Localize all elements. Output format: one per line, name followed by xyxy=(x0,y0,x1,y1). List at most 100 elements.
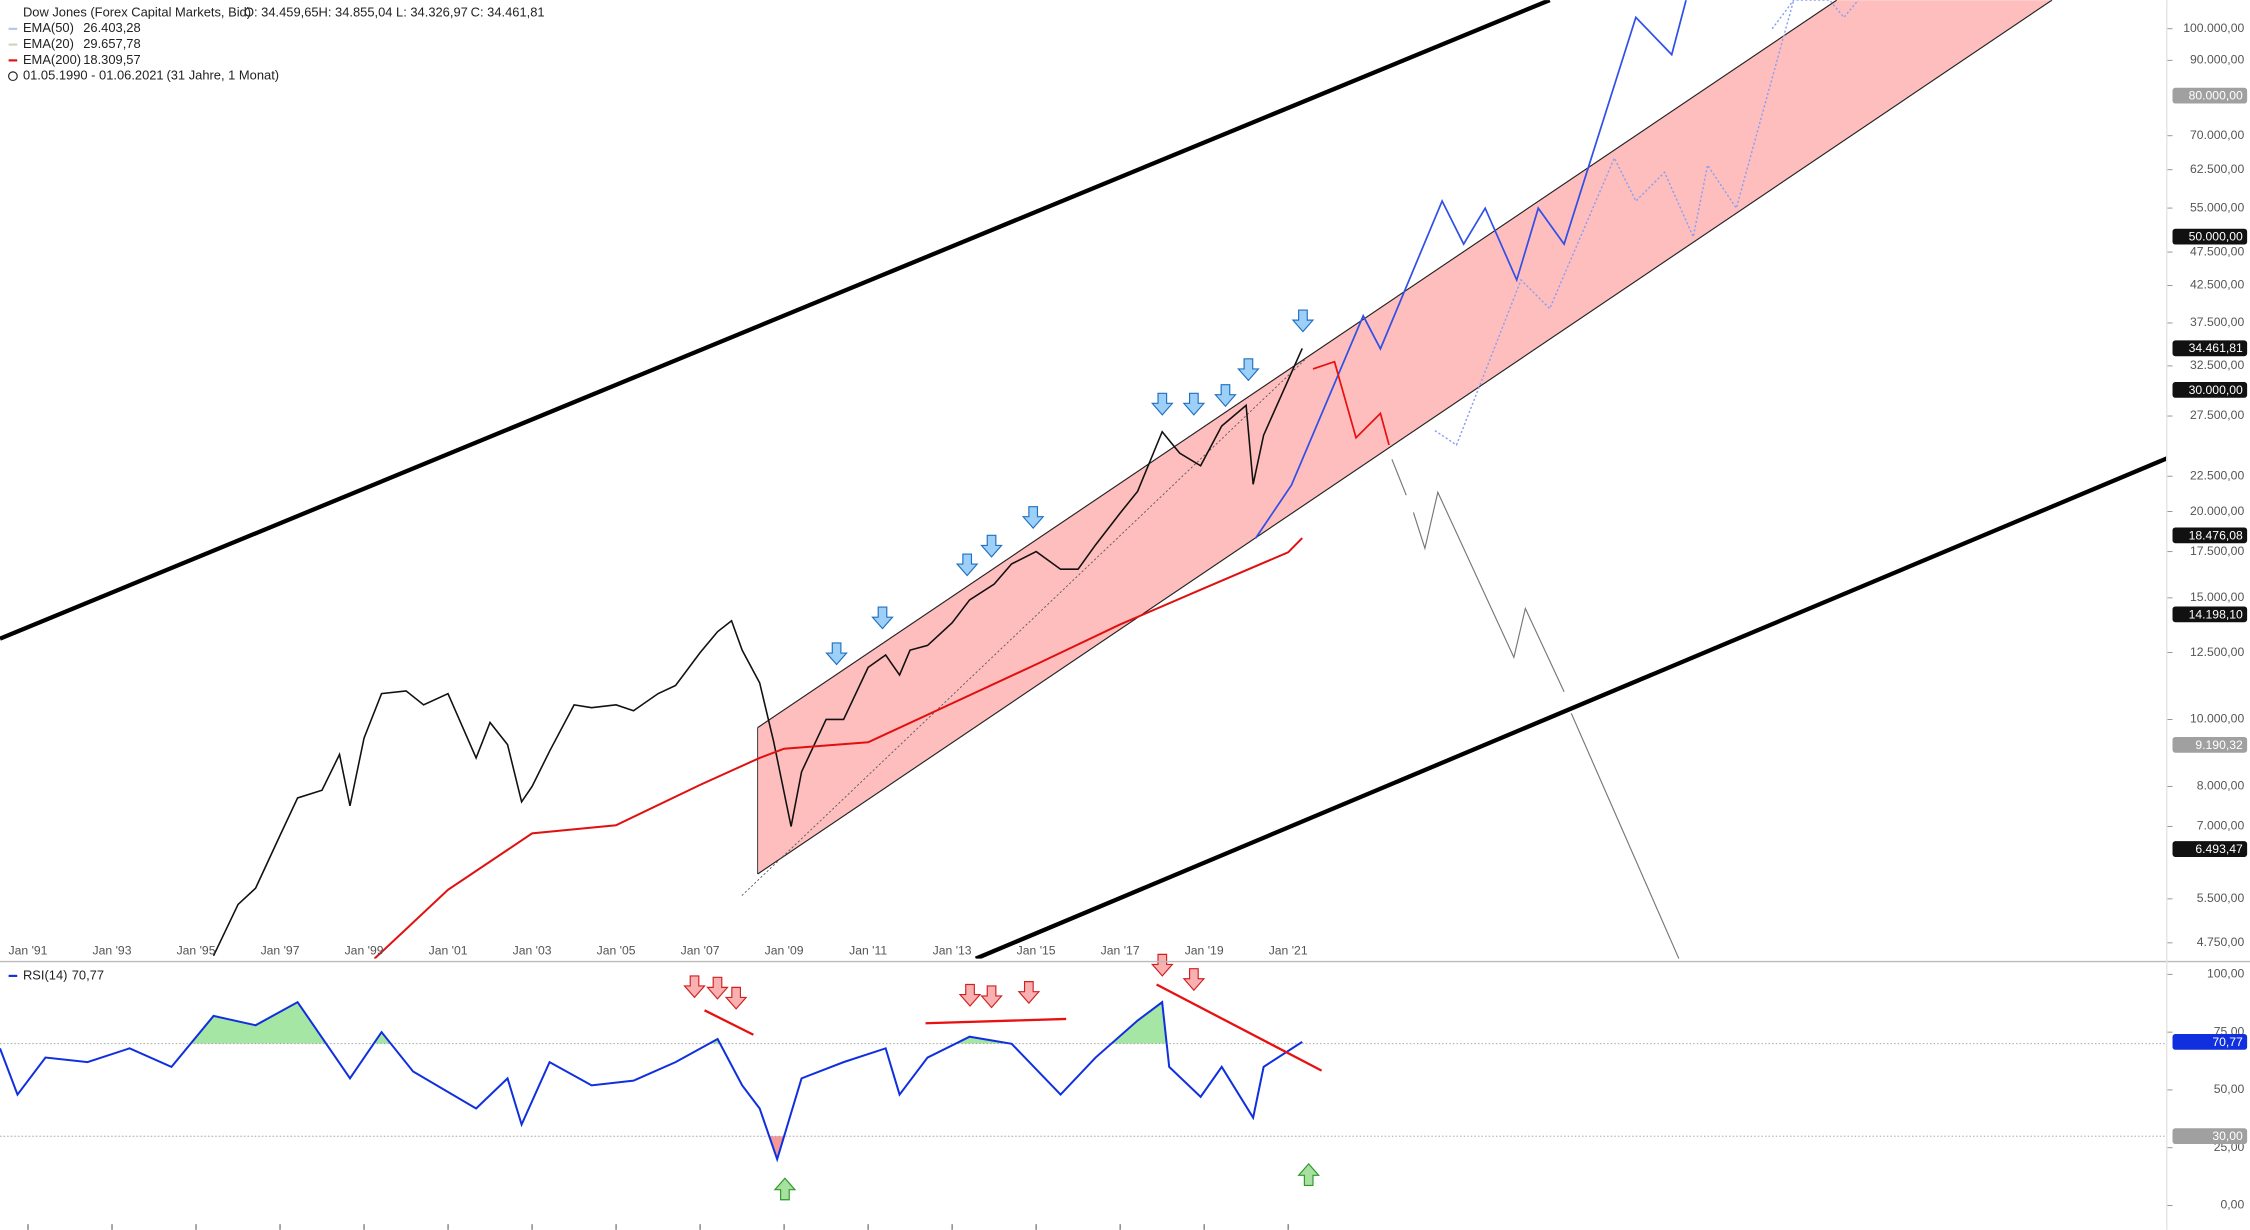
level-label: 6.493,47 xyxy=(2195,842,2243,856)
level-label: 34.461,81 xyxy=(2189,341,2243,355)
level-label: 70,77 xyxy=(2212,1035,2243,1049)
y-tick-label: 20.000,00 xyxy=(2190,504,2244,518)
y-tick-label: 5.500,00 xyxy=(2197,891,2245,905)
signal-arrow xyxy=(683,975,706,999)
legend-value: 26.403,28 xyxy=(83,20,140,35)
quote: O: 34.459,65 xyxy=(244,4,319,19)
signal-arrow xyxy=(871,606,894,630)
signal-arrow xyxy=(1182,968,1206,992)
signal-arrow xyxy=(1021,506,1045,530)
x-tick-label: Jan '95 xyxy=(177,944,216,958)
level-box xyxy=(2172,841,2248,857)
y-tick-label: 55.000,00 xyxy=(2190,200,2244,214)
level-label: 30,00 xyxy=(2212,1129,2243,1143)
price-pane xyxy=(0,0,2167,959)
clock-icon xyxy=(8,71,18,82)
y-tick-label: 70.000,00 xyxy=(2190,128,2244,142)
y-tick-label: 12.500,00 xyxy=(2190,645,2244,659)
y-tick-label: 50,00 xyxy=(2214,1082,2245,1096)
y-tick-label: 4.750,00 xyxy=(2197,935,2245,949)
y-tick-label: 0,00 xyxy=(2221,1198,2245,1212)
y-tick-label: 100,00 xyxy=(2207,967,2244,981)
legend-name: EMA(200) xyxy=(23,52,81,67)
projection-red xyxy=(1312,360,1390,446)
signal-arrow xyxy=(1214,384,1237,408)
signal-arrow xyxy=(825,642,848,666)
signal-arrow xyxy=(1150,392,1174,416)
signal-arrow xyxy=(706,976,729,1000)
level-box xyxy=(2172,1034,2248,1050)
level-label: 80.000,00 xyxy=(2189,89,2243,103)
y-tick-label: 90.000,00 xyxy=(2190,53,2244,67)
quote: C: 34.461,81 xyxy=(471,4,545,19)
signal-arrow xyxy=(980,985,1003,1009)
y-tick-label: 22.500,00 xyxy=(2190,468,2244,482)
rsi-line xyxy=(0,1000,1303,1163)
signal-arrow xyxy=(955,553,979,577)
ema-line xyxy=(373,537,1303,959)
x-tick-label: Jan '17 xyxy=(1101,944,1140,958)
x-tick-label: Jan '97 xyxy=(261,944,300,958)
x-tick-label: Jan '05 xyxy=(597,944,636,958)
signal-arrow xyxy=(773,1177,797,1201)
duration: (31 Jahre, 1 Monat) xyxy=(166,68,279,83)
period: 01.05.1990 - 01.06.2021 xyxy=(23,68,164,83)
projection-blue xyxy=(1254,0,1687,539)
x-tick-label: Jan '15 xyxy=(1017,944,1056,958)
y-tick-label: 10.000,00 xyxy=(2190,712,2244,726)
level-label: 9.190,32 xyxy=(2195,738,2243,752)
legend-name: EMA(20) xyxy=(23,36,74,51)
y-tick-label: 7.000,00 xyxy=(2197,819,2245,833)
y-tick-label: 100.000,00 xyxy=(2183,21,2244,35)
divergence-line xyxy=(1156,983,1323,1072)
rsi-value: 70,77 xyxy=(72,967,104,982)
y-tick-label: 62.500,00 xyxy=(2190,162,2244,176)
channel-edge xyxy=(757,0,2053,875)
signal-arrow xyxy=(1237,358,1260,382)
chart-title: Dow Jones (Forex Capital Markets, Bid) xyxy=(23,4,251,19)
y-tick-label: 27.500,00 xyxy=(2190,408,2244,422)
signal-arrow xyxy=(980,534,1003,558)
level-label: 30.000,00 xyxy=(2189,383,2243,397)
x-tick-label: Jan '21 xyxy=(1269,944,1308,958)
overlay: Jan '91 Jan '93 Jan '95 Jan '97 Jan '99 Jan '… xyxy=(8,4,2248,1230)
level-label: 18.476,08 xyxy=(2189,528,2243,542)
legend-name: EMA(50) xyxy=(23,20,74,35)
divergence-line xyxy=(704,1009,754,1036)
divergence-line xyxy=(925,1017,1067,1025)
legend-value: 18.309,57 xyxy=(83,52,140,67)
projection-gray xyxy=(1391,459,1407,496)
projection-gray xyxy=(1570,713,1680,959)
x-tick-label: Jan '11 xyxy=(849,944,887,958)
level-box xyxy=(2172,340,2248,357)
x-tick-label: Jan '07 xyxy=(681,944,720,958)
signal-arrow xyxy=(1017,981,1041,1005)
y-tick-label: 42.500,00 xyxy=(2190,278,2244,292)
level-label: 14.198,10 xyxy=(2189,607,2243,621)
level-box xyxy=(2172,527,2248,544)
y-tick-label: 8.000,00 xyxy=(2197,779,2245,793)
x-tick-label: Jan '91 xyxy=(9,944,48,958)
signal-arrow xyxy=(724,986,748,1010)
level-label: 50.000,00 xyxy=(2189,230,2243,244)
level-box xyxy=(2172,606,2248,623)
rsi-pane xyxy=(0,953,2167,1201)
channel-edge xyxy=(757,0,1838,729)
level-box xyxy=(2172,382,2248,398)
x-tick-label: Jan '93 xyxy=(93,944,132,958)
projection-blue-dotted xyxy=(1434,0,1795,447)
legend-value: 29.657,78 xyxy=(83,36,140,51)
x-tick-label: Jan '03 xyxy=(513,944,552,958)
x-tick-label: Jan '01 xyxy=(429,944,468,958)
level-box xyxy=(2172,228,2248,245)
mid-line xyxy=(741,358,1307,896)
projection-gray xyxy=(1412,490,1565,693)
level-box xyxy=(2172,736,2248,753)
y-tick-label: 17.500,00 xyxy=(2190,544,2244,558)
price-line xyxy=(212,348,1303,957)
signal-arrow xyxy=(1182,392,1206,416)
x-tick-label: Jan '19 xyxy=(1185,944,1224,958)
y-tick-label: 47.500,00 xyxy=(2190,244,2244,258)
